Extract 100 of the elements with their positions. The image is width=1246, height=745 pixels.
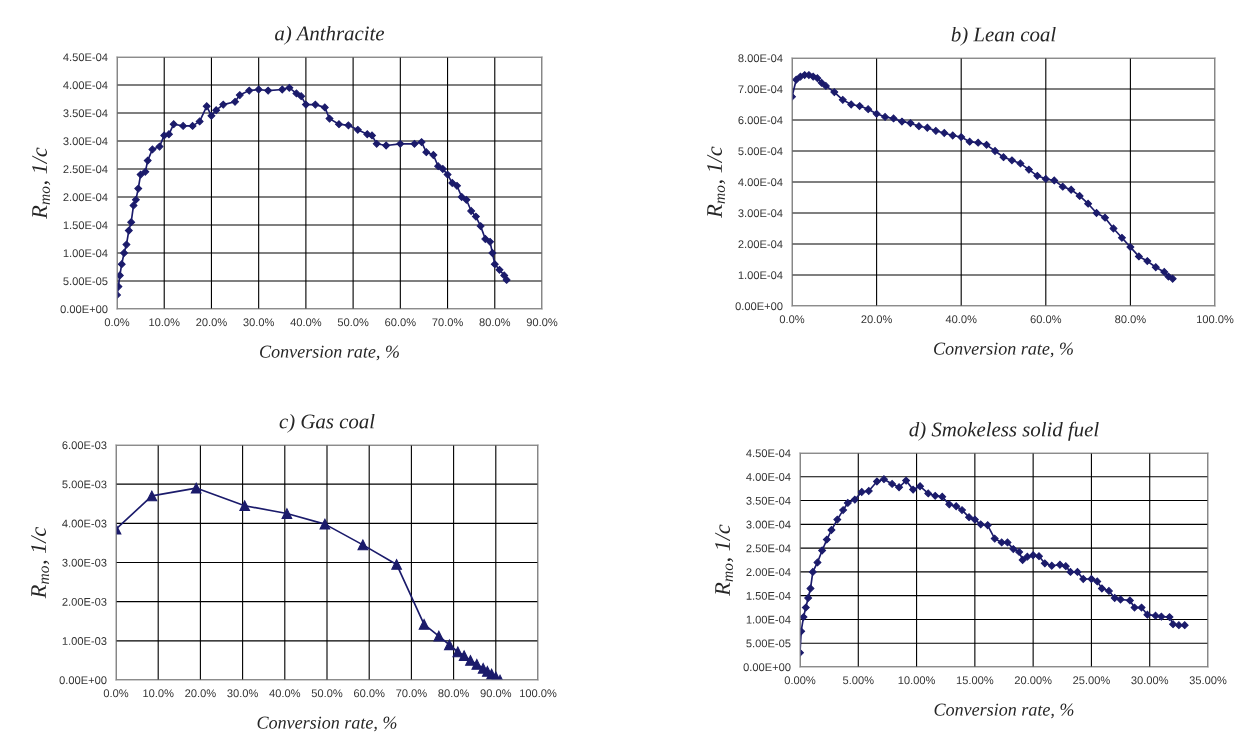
point — [1168, 274, 1177, 283]
y-axis-title: R$_{mo}$, 1/c — [32, 147, 51, 219]
x-axis-title: Conversion rate, % — [934, 703, 1074, 719]
x-tick-label: 15.00% — [956, 676, 994, 685]
y-tick-label: 3.50E-04 — [63, 109, 108, 118]
chart-title: b) Lean coal — [951, 26, 1056, 46]
point — [1134, 252, 1143, 261]
y-tick-label: 4.50E-04 — [63, 53, 108, 62]
y-axis-title: R$_{mo}$, 1/c — [707, 146, 726, 218]
y-tick-label: 8.00E-04 — [738, 54, 783, 63]
point — [889, 114, 898, 123]
point — [999, 153, 1008, 162]
x-tick-label: 50.0% — [337, 318, 369, 327]
point — [433, 630, 445, 642]
point — [898, 117, 906, 126]
x-tick-label: 40.0% — [290, 318, 322, 327]
x-axis-title: Conversion rate, % — [257, 716, 397, 732]
y-tick-label: 3.00E-04 — [738, 209, 783, 218]
point — [974, 138, 983, 147]
point — [864, 105, 873, 114]
point — [1058, 182, 1067, 191]
y-tick-label: 4.50E-04 — [746, 449, 791, 458]
y-tick-label: 0.00E+00 — [60, 305, 108, 314]
y-tick-label: 0.00E+00 — [59, 676, 107, 685]
point — [847, 100, 856, 109]
point — [1067, 185, 1076, 194]
y-tick-label: 2.00E-04 — [746, 568, 791, 577]
x-tick-label: 5.00% — [842, 676, 874, 685]
point — [923, 123, 932, 132]
y-tick-label: 4.00E-04 — [746, 473, 791, 481]
point — [1008, 156, 1016, 165]
point — [931, 126, 940, 135]
x-axis-title: Conversion rate, % — [934, 342, 1073, 358]
point — [906, 119, 915, 128]
point — [146, 490, 158, 502]
x-tick-label: 70.0% — [432, 318, 463, 327]
y-tick-label: 1.00E-04 — [738, 271, 783, 280]
x-tick-label: 20.0% — [196, 318, 227, 327]
chart-title: c) Gas coal — [279, 413, 375, 433]
x-tick-label: 0.0% — [779, 315, 805, 324]
point — [965, 137, 974, 146]
point — [1151, 263, 1160, 272]
point — [855, 102, 864, 111]
chart-title: a) Anthracite — [275, 25, 385, 45]
x-tick-label: 20.0% — [185, 689, 216, 698]
y-tick-label: 6.00E-03 — [62, 441, 107, 450]
point — [914, 122, 923, 131]
y-axis-title: R$_{mo}$, 1/c — [31, 526, 50, 599]
y-tick-label: 3.00E-04 — [63, 137, 108, 146]
y-tick-label: 4.00E-04 — [738, 178, 783, 187]
point — [458, 650, 470, 662]
x-tick-label: 80.0% — [1115, 315, 1146, 324]
y-tick-label: 1.00E-04 — [63, 249, 108, 258]
x-tick-label: 35.00% — [1189, 676, 1227, 685]
y-tick-label: 2.50E-04 — [63, 165, 108, 174]
x-tick-label: 60.0% — [1030, 315, 1062, 324]
x-tick-label: 0.0% — [103, 689, 129, 698]
y-tick-label: 0.00E+00 — [743, 663, 791, 672]
point — [465, 655, 476, 666]
x-tick-label: 80.0% — [438, 689, 469, 698]
point — [940, 129, 949, 137]
y-tick-label: 4.00E-03 — [62, 519, 107, 528]
chart-title: d) Smokeless solid fuel — [909, 421, 1099, 441]
y-tick-label: 1.50E-04 — [63, 221, 108, 230]
point — [1075, 191, 1084, 200]
y-tick-label: 3.50E-04 — [746, 496, 791, 505]
point — [1033, 171, 1042, 180]
point — [1126, 243, 1135, 252]
x-tick-label: 10.0% — [149, 318, 180, 327]
point — [813, 74, 822, 83]
point — [357, 539, 369, 551]
y-tick-label: 5.00E-03 — [62, 480, 107, 489]
point — [1050, 176, 1059, 185]
y-tick-label: 2.00E-04 — [738, 240, 783, 249]
point — [1160, 267, 1169, 276]
point — [872, 109, 881, 118]
y-tick-label: 5.00E-04 — [738, 147, 783, 156]
x-tick-label: 20.0% — [861, 315, 892, 324]
x-tick-label: 60.0% — [385, 318, 416, 327]
point — [190, 482, 202, 494]
point — [391, 559, 403, 570]
x-tick-label: 30.0% — [243, 318, 275, 327]
point — [1143, 257, 1152, 266]
x-tick-label: 50.0% — [311, 689, 343, 698]
y-tick-label: 2.50E-04 — [746, 544, 791, 553]
point — [948, 131, 957, 140]
point — [239, 500, 251, 512]
x-tick-label: 10.00% — [898, 676, 936, 685]
point — [830, 88, 839, 97]
y-tick-label: 1.00E-04 — [746, 615, 791, 624]
x-tick-label: 90.0% — [526, 318, 558, 327]
y-tick-label: 0.00E+00 — [735, 302, 783, 311]
y-tick-label: 5.00E-05 — [63, 277, 108, 286]
y-tick-label: 6.00E-04 — [738, 116, 783, 125]
x-tick-label: 100.0% — [520, 689, 557, 698]
point — [838, 95, 847, 104]
point — [418, 619, 430, 630]
point — [1101, 213, 1109, 222]
y-tick-label: 1.50E-04 — [746, 591, 791, 600]
point — [982, 140, 991, 149]
